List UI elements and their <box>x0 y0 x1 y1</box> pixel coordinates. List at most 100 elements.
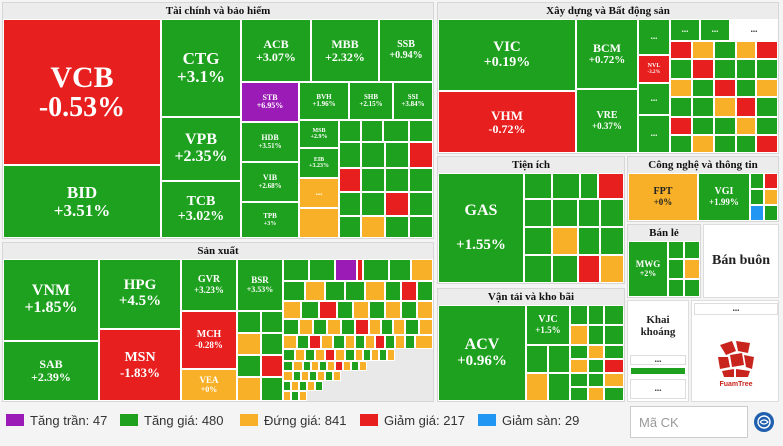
sector-mining: Khai khoáng ... ... <box>627 300 689 402</box>
tile-hdb[interactable]: HDB +3.51% <box>241 122 299 162</box>
tile-code: MSN <box>124 349 156 365</box>
tile-mining-other-1[interactable]: ... <box>630 355 686 365</box>
tile-acv[interactable]: ACV +0.96% <box>438 305 526 401</box>
tile-eib[interactable]: EIB +3.23% <box>299 148 339 178</box>
tile-code: GVR <box>197 274 221 286</box>
tile-tcb[interactable]: TCB +3.02% <box>161 181 241 238</box>
tile-ssi[interactable]: SSI +3.84% <box>393 82 433 120</box>
tile-code: STB <box>262 92 278 102</box>
tile-bsr[interactable]: BSR +3.53% <box>237 259 283 311</box>
tile-gvr[interactable]: GVR +3.23% <box>181 259 237 311</box>
tile-sab[interactable]: SAB +2.39% <box>3 341 99 401</box>
tile-code: BSR <box>251 275 269 286</box>
tile-finance-other-2[interactable] <box>299 208 339 238</box>
tile-tpb[interactable]: TPB +3% <box>241 202 299 238</box>
tile-msn[interactable]: MSN -1.83% <box>99 329 181 401</box>
tile-mwg[interactable]: MWG +2% <box>628 241 668 297</box>
tile-vpb[interactable]: VPB +2.35% <box>161 117 241 181</box>
tile-bid[interactable]: BID +3.51% <box>3 165 161 238</box>
tile-acb[interactable]: ACB +3.07% <box>241 19 311 82</box>
sector-manufacturing: Sản xuất VNM +1.85% SAB +2.39% HPG +4.5%… <box>2 242 434 402</box>
tile-ellipsis: ... <box>750 24 758 35</box>
tile-finance-other-1[interactable]: ... <box>299 178 339 208</box>
tile-code: VEA <box>199 375 219 386</box>
tile-fpt[interactable]: FPT +0% <box>628 173 698 221</box>
fuamtree-logo-text: FuamTree <box>719 381 753 388</box>
globe-icon <box>757 415 771 429</box>
sector-title-finance: Tài chính và bảo hiểm <box>3 3 433 19</box>
tile-re-other-2[interactable]: ... <box>638 83 670 115</box>
tile-change: -3.2% <box>647 69 661 75</box>
tile-code: GAS <box>464 201 498 219</box>
manufacturing-mosaic <box>237 311 283 401</box>
tile-vic[interactable]: VIC +0.19% <box>438 19 576 91</box>
tile-code: VNM <box>31 282 71 300</box>
tile-vcb[interactable]: VCB -0.53% <box>3 19 161 165</box>
sector-finance: Tài chính và bảo hiểm VCB -0.53% BID +3.… <box>2 2 434 239</box>
tile-mining-other-3[interactable]: ... <box>630 379 686 399</box>
tile-vnm[interactable]: VNM +1.85% <box>3 259 99 341</box>
tile-vea[interactable]: VEA +0% <box>181 369 237 401</box>
tile-vre[interactable]: VRE +0.37% <box>576 89 638 153</box>
tile-change: +0% <box>200 384 218 394</box>
tile-bvh[interactable]: BVH +1.96% <box>299 82 349 120</box>
tile-ellipsis: ... <box>711 24 719 35</box>
legend-label: Tăng giá: 480 <box>144 412 224 428</box>
legend-label: Giảm sàn: 29 <box>502 412 580 428</box>
legend-down: Giảm giá: 217 <box>360 412 465 428</box>
tile-re-other-1[interactable]: ... <box>638 19 670 55</box>
tile-other-top[interactable]: ... <box>694 303 778 315</box>
tile-mbb[interactable]: MBB +2.32% <box>311 19 379 82</box>
tile-vib[interactable]: VIB +2.68% <box>241 162 299 202</box>
tile-code: TCB <box>186 193 216 209</box>
tile-ellipsis: ... <box>732 303 740 314</box>
tile-code: VPB <box>185 131 217 149</box>
mining-label: Khai khoáng <box>640 314 676 338</box>
tile-re-other-3[interactable]: ... <box>638 115 670 153</box>
tile-vjc[interactable]: VJC +1.5% <box>526 305 570 345</box>
tile-ellipsis: ... <box>681 24 689 35</box>
tile-change: +0.72% <box>588 53 626 66</box>
legend-swatch-blue <box>478 414 496 426</box>
tile-change: +2% <box>639 268 657 278</box>
tile-mch[interactable]: MCH -0.28% <box>181 311 237 369</box>
tile-vhm[interactable]: VHM -0.72% <box>438 91 576 153</box>
tile-ellipsis: ... <box>654 355 662 365</box>
tile-mining-other-2[interactable] <box>630 367 686 375</box>
tile-msb[interactable]: MSB +2.9% <box>299 120 339 148</box>
tile-ellipsis: ... <box>650 128 658 139</box>
stock-code-search-input[interactable] <box>630 406 748 438</box>
tile-hpg[interactable]: HPG +4.5% <box>99 259 181 329</box>
tile-re-other-4[interactable]: ... <box>670 19 700 41</box>
tile-change: +2.35% <box>174 148 228 165</box>
tile-code: VCB <box>50 60 114 94</box>
tile-vgi[interactable]: VGI +1.99% <box>698 173 750 221</box>
tile-re-other-6[interactable]: ... <box>730 19 778 41</box>
tile-gas[interactable]: GAS +1.55% <box>438 173 524 283</box>
tile-change: +1.55% <box>456 236 506 253</box>
tile-shb[interactable]: SHB +2.15% <box>349 82 393 120</box>
search-button[interactable] <box>754 412 774 432</box>
tile-change: -1.83% <box>119 364 161 380</box>
tile-code: ACB <box>263 36 289 51</box>
tile-stb[interactable]: STB +6.95% <box>241 82 299 122</box>
tile-code: VGI <box>714 186 734 198</box>
tile-nvl[interactable]: NVL -3.2% <box>638 55 670 83</box>
tile-code: BCM <box>593 40 621 55</box>
tile-bcm[interactable]: BCM +0.72% <box>576 19 638 89</box>
legend-ceiling: Tăng trần: 47 <box>6 412 107 428</box>
tile-re-other-5[interactable]: ... <box>700 19 730 41</box>
tile-ctg[interactable]: CTG +3.1% <box>161 19 241 117</box>
tile-code: VIC <box>493 38 521 55</box>
sector-real-estate: Xây dựng và Bất động sản VIC +0.19% VHM … <box>437 2 779 154</box>
sector-title-transport: Vận tải và kho bãi <box>438 289 624 305</box>
tile-ellipsis: ... <box>650 31 658 42</box>
legend-swatch-purple <box>6 414 24 426</box>
sector-title-retail: Bán lẻ <box>628 225 700 241</box>
legend-swatch-red <box>360 414 378 426</box>
tile-change: -0.53% <box>38 92 126 124</box>
transport-mosaic <box>526 305 624 401</box>
tile-ssb[interactable]: SSB +0.94% <box>379 19 433 82</box>
tile-change: +3.53% <box>246 284 274 294</box>
sector-utilities: Tiện ích GAS +1.55% <box>437 156 625 284</box>
